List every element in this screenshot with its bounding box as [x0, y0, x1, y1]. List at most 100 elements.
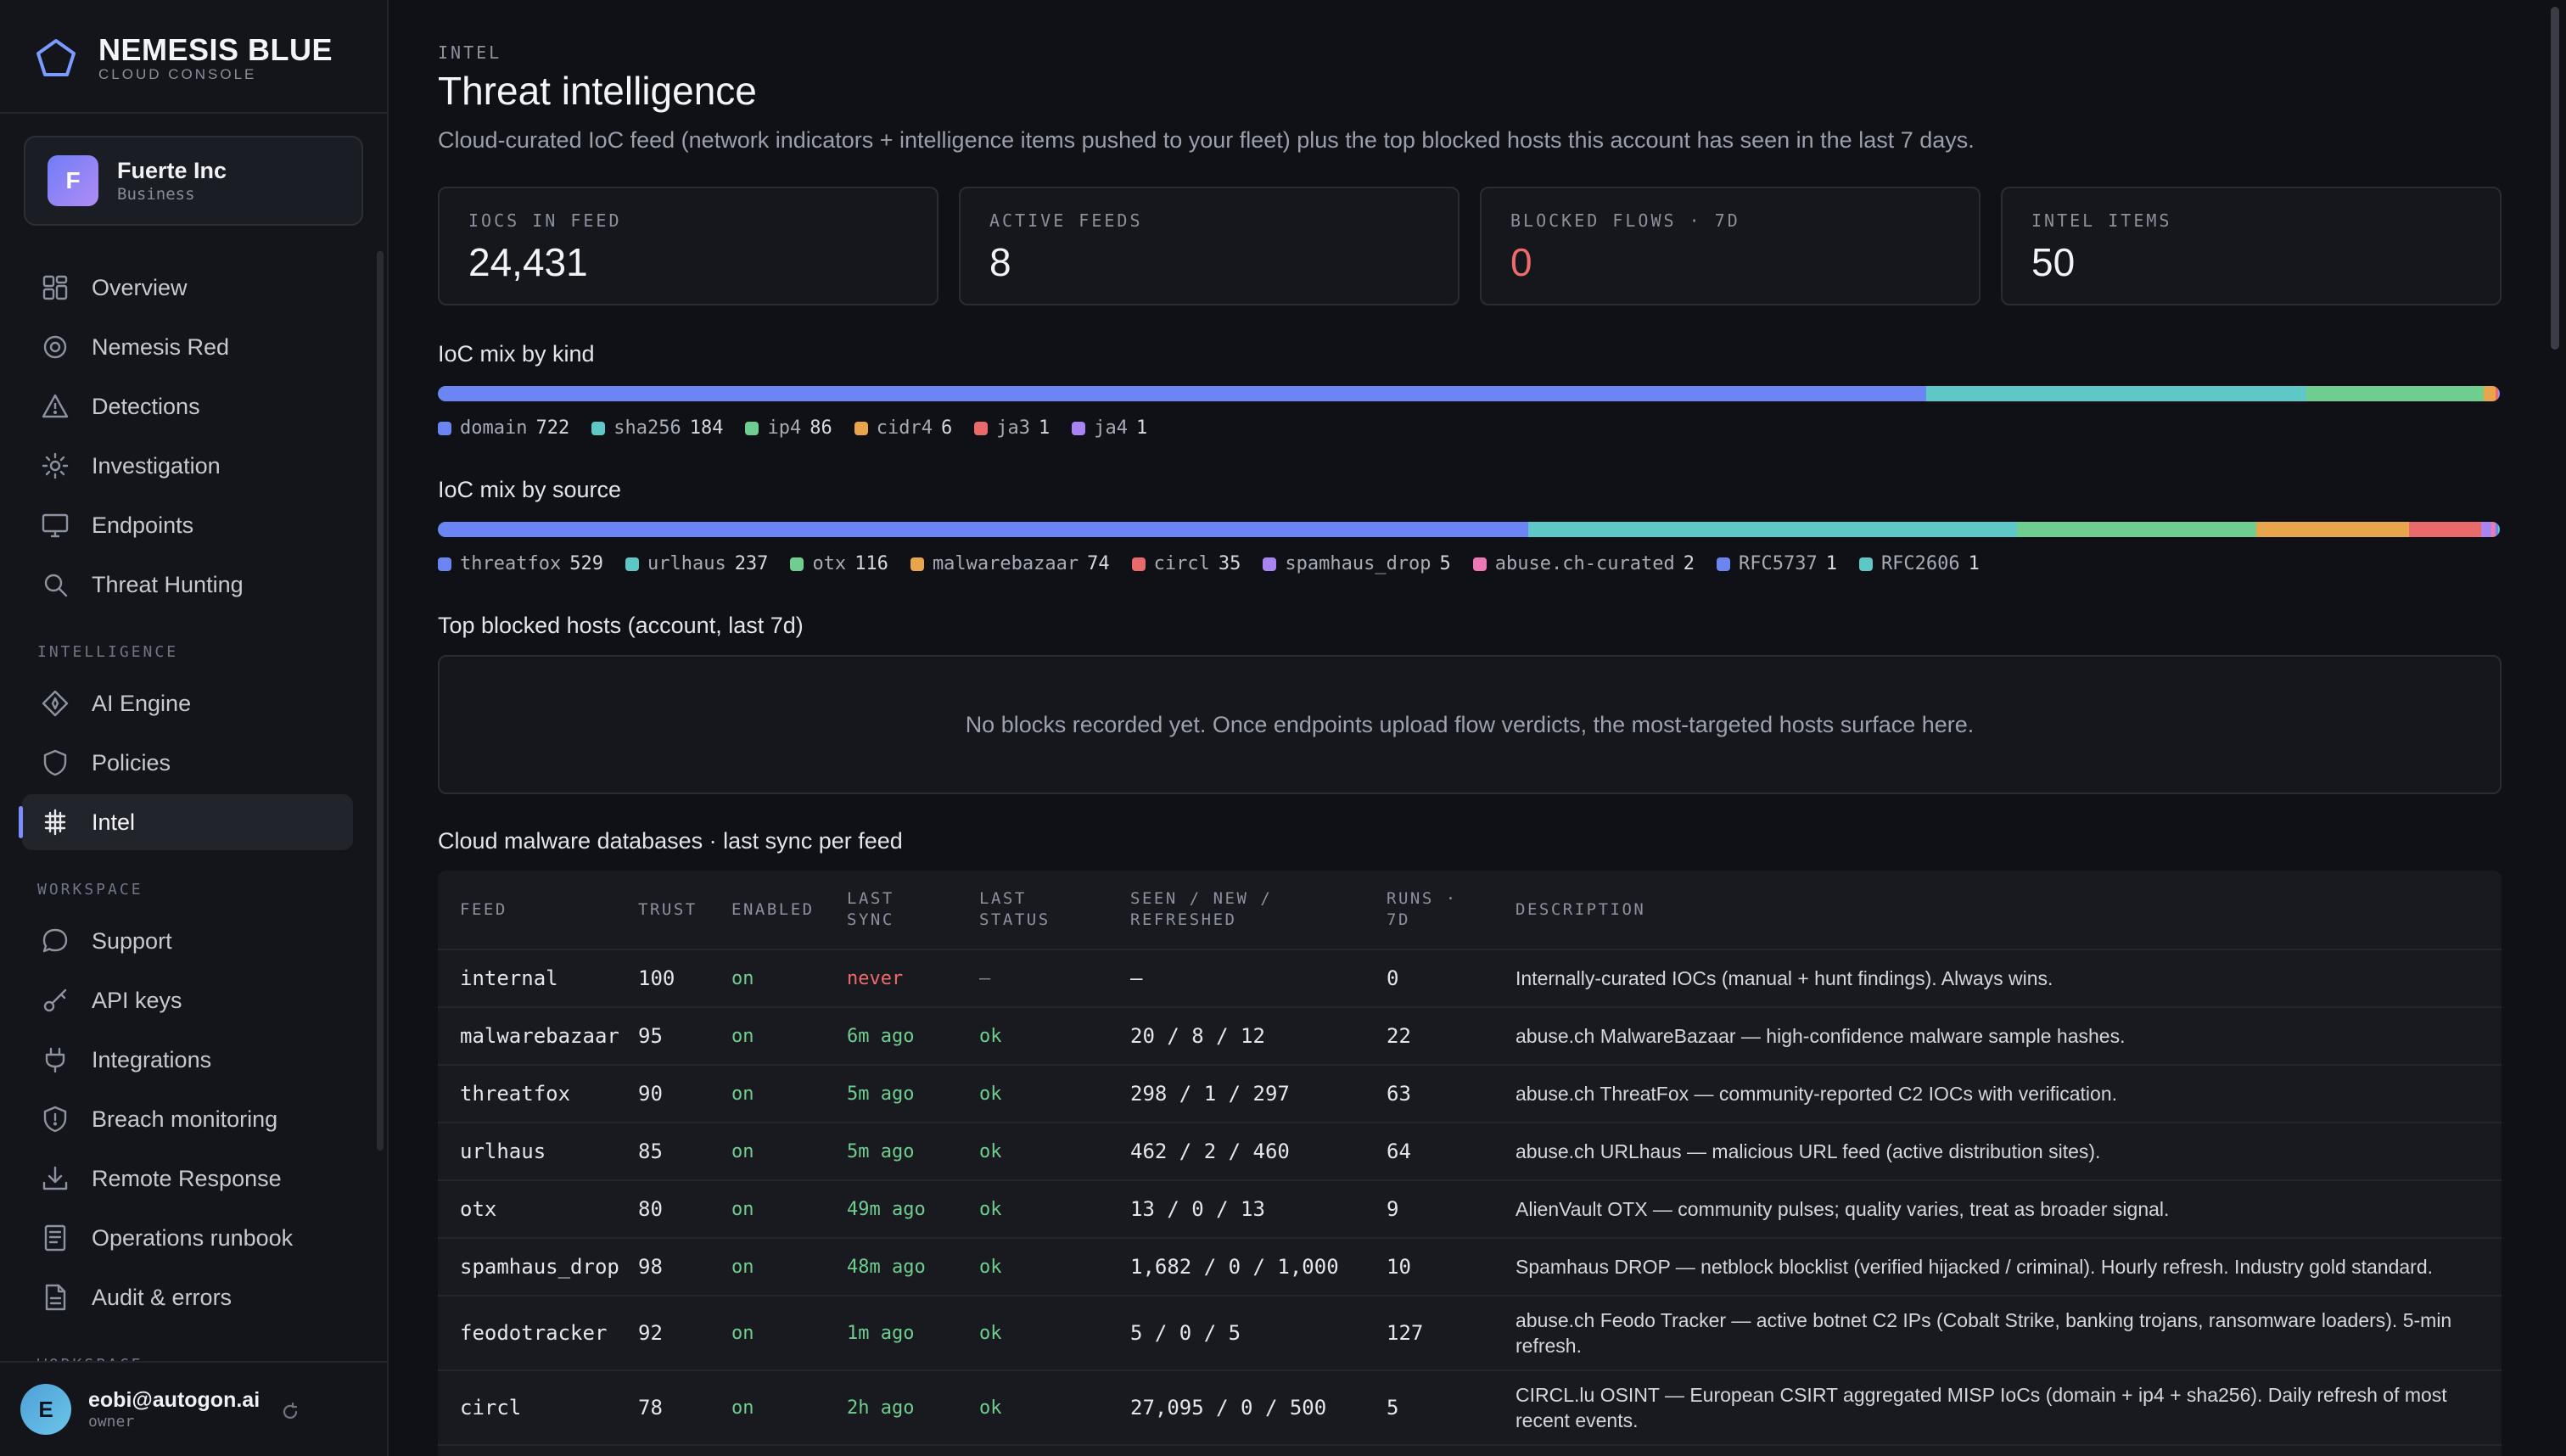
- cell-seen-new-refreshed: 1,682 / 0 / 1,000: [1130, 1255, 1339, 1279]
- legend-item: abuse.ch-curated 2: [1472, 553, 1695, 574]
- legend-count: 6: [940, 417, 953, 439]
- table-row[interactable]: malwarebazaar 95 on 6m ago ok 20 / 8 / 12 22 ab…: [438, 1008, 2502, 1066]
- legend-swatch: [1131, 557, 1146, 571]
- legend-item: ja3 1: [974, 417, 1050, 439]
- legend-label: ip4: [767, 417, 802, 439]
- cell-last-sync: 48m ago: [847, 1256, 926, 1278]
- cell-runs-7d: 127: [1387, 1321, 1424, 1345]
- cell-enabled: on: [731, 1140, 754, 1162]
- nav-label: Nemesis Red: [92, 333, 230, 360]
- cell-trust: 90: [638, 1082, 663, 1106]
- stat-label: INTEL ITEMS: [2031, 210, 2172, 231]
- legend-item: threatfox 529: [438, 553, 603, 574]
- table-row[interactable]: urlhaus 85 on 5m ago ok 462 / 2 / 460 64 abuse.…: [438, 1123, 2502, 1181]
- cell-enabled: on: [731, 1397, 754, 1419]
- nav-item-ai-engine[interactable]: AI Engine: [22, 675, 353, 731]
- nav-item-endpoints[interactable]: Endpoints: [22, 497, 353, 553]
- stat-label: ACTIVE FEEDS: [989, 210, 1143, 231]
- cell-last-sync: 2h ago: [847, 1397, 915, 1419]
- table-row[interactable]: feodotracker 92 on 1m ago ok 5 / 0 / 5 127 abus…: [438, 1296, 2502, 1371]
- cell-last-status: ok: [979, 1198, 1002, 1220]
- legend-count: 722: [535, 417, 570, 439]
- legend-count: 74: [1087, 553, 1110, 574]
- nav-item-support[interactable]: Support: [22, 913, 353, 969]
- search-icon: [41, 570, 70, 599]
- legend-label: sha256: [613, 417, 681, 439]
- page-eyebrow: INTEL: [438, 42, 502, 63]
- cell-description: abuse.ch ThreatFox — community-reported …: [1516, 1083, 2118, 1105]
- user-avatar: E: [20, 1384, 71, 1435]
- nav-item-threat-hunting[interactable]: Threat Hunting: [22, 557, 353, 613]
- chip-icon: [41, 808, 70, 837]
- table-row[interactable]: threatfox 90 on 5m ago ok 298 / 1 / 297 63 abus…: [438, 1066, 2502, 1123]
- nav-label: Policies: [92, 749, 171, 776]
- cell-last-status: ok: [979, 1322, 1002, 1344]
- table-row[interactable]: otx 80 on 49m ago ok 13 / 0 / 13 9 AlienVault O…: [438, 1181, 2502, 1239]
- nav-item-api-keys[interactable]: API keys: [22, 972, 353, 1028]
- nav-item-overview[interactable]: Overview: [22, 260, 353, 316]
- feeds-table: FEED TRUST ENABLED LAST SYNC LAST STATUS…: [438, 871, 2502, 1456]
- column-header-feed[interactable]: FEED: [460, 899, 507, 919]
- nav-label: Investigation: [92, 452, 221, 479]
- user-menu[interactable]: E eobi@autogon.ai owner: [0, 1361, 387, 1456]
- column-header-last-sync[interactable]: LAST SYNC: [847, 889, 894, 929]
- nav-item-breach-monitoring[interactable]: Breach monitoring: [22, 1091, 353, 1147]
- page-subtitle: Cloud-curated IoC feed (network indicato…: [438, 127, 1975, 153]
- legend-label: domain: [460, 417, 528, 439]
- download-icon: [41, 1164, 70, 1193]
- key-icon: [41, 986, 70, 1015]
- kind-segment-sha256: [1926, 386, 2306, 401]
- column-header-runs-7d[interactable]: RUNS · 7D: [1387, 889, 1458, 929]
- cell-seen-new-refreshed: 5 / 0 / 5: [1130, 1321, 1241, 1345]
- nav-item-audit-errors[interactable]: Audit & errors: [22, 1269, 353, 1325]
- nav-item-operations-runbook[interactable]: Operations runbook: [22, 1210, 353, 1266]
- nav-item-remote-response[interactable]: Remote Response: [22, 1151, 353, 1207]
- column-header-enabled[interactable]: ENABLED: [731, 899, 815, 919]
- legend-count: 1: [1038, 417, 1050, 439]
- table-row[interactable]: spamhaus_drop 98 on 48m ago ok 1,682 / 0 / 1,…: [438, 1239, 2502, 1296]
- legend-count: 116: [854, 553, 888, 574]
- page-scrollbar[interactable]: [2551, 7, 2559, 350]
- legend-swatch: [591, 421, 606, 435]
- book-icon: [41, 1224, 70, 1252]
- column-header-trust[interactable]: TRUST: [638, 899, 698, 919]
- column-header-seen-new-refreshed[interactable]: SEEN / NEW / REFRESHED: [1130, 889, 1273, 929]
- stat-value: 50: [2031, 240, 2076, 284]
- nav-item-investigation[interactable]: Investigation: [22, 438, 353, 494]
- feeds-table-title: Cloud malware databases · last sync per …: [438, 828, 903, 854]
- kind-segment-cidr4: [2483, 386, 2496, 401]
- nav-item-nemesis-red[interactable]: Nemesis Red: [22, 319, 353, 375]
- ioc-mix-source-legend: threatfox 529 urlhaus 237 otx 116 malwarebazaa…: [438, 553, 2002, 574]
- cell-last-status: ok: [979, 1140, 1002, 1162]
- table-row[interactable]: circl 78 on 2h ago ok 27,095 / 0 / 500 5 CIRCL.…: [438, 1371, 2502, 1446]
- nav-item-intel[interactable]: Intel: [19, 794, 353, 850]
- nav-item-detections[interactable]: Detections: [22, 378, 353, 434]
- monitor-icon: [41, 511, 70, 540]
- cell-feed: malwarebazaar: [460, 1024, 619, 1048]
- nav-label: AI Engine: [92, 690, 192, 716]
- table-row[interactable]: internal 100 on never — — 0 Internally-curated …: [438, 950, 2502, 1008]
- nav-label: Remote Response: [92, 1165, 282, 1191]
- org-name: Fuerte Inc: [117, 158, 227, 183]
- column-header-last-status[interactable]: LAST STATUS: [979, 889, 1050, 929]
- legend-count: 237: [734, 553, 769, 574]
- refresh-icon[interactable]: [280, 1402, 300, 1422]
- legend-count: 2: [1683, 553, 1695, 574]
- legend-count: 1: [1825, 553, 1837, 574]
- sidebar-scrollbar[interactable]: [377, 251, 384, 1151]
- stat-value: 8: [989, 240, 1011, 284]
- divider: [0, 112, 387, 114]
- legend-item: ip4 86: [745, 417, 832, 439]
- org-switcher[interactable]: F Fuerte Inc Business: [24, 136, 363, 226]
- table-body: internal 100 on never — — 0 Internally-curated …: [438, 950, 2502, 1446]
- column-header-description[interactable]: DESCRIPTION: [1516, 899, 1646, 919]
- nav-item-policies[interactable]: Policies: [22, 735, 353, 791]
- legend-swatch: [1263, 557, 1277, 571]
- legend-item: domain 722: [438, 417, 569, 439]
- nav-item-integrations[interactable]: Integrations: [22, 1032, 353, 1088]
- pentagon-logo-icon: [36, 39, 76, 76]
- brand[interactable]: NEMESIS BLUE CLOUD CONSOLE: [34, 34, 333, 83]
- legend-swatch: [910, 557, 924, 571]
- cell-description: Internally-curated IOCs (manual + hunt f…: [1516, 967, 2053, 989]
